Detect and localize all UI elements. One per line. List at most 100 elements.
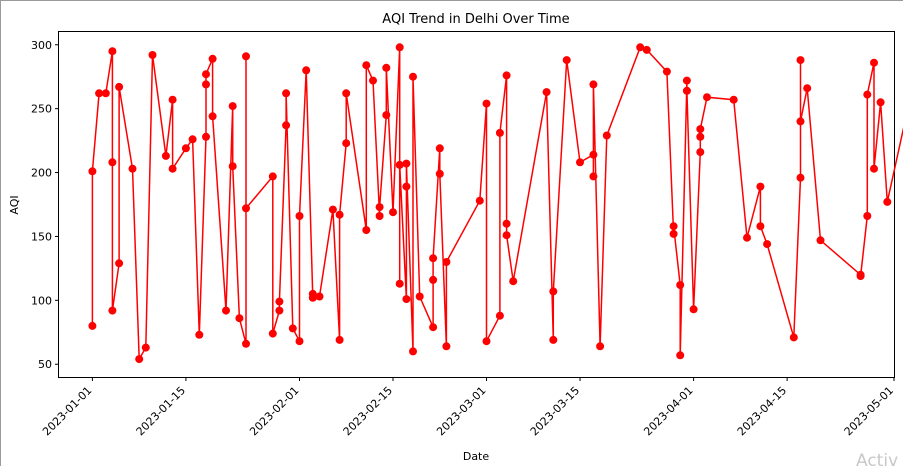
aqi-data-point [542,88,551,97]
aqi-data-point [495,128,504,137]
aqi-data-point [502,231,511,240]
aqi-data-point [442,342,451,351]
aqi-data-point [589,80,598,89]
aqi-data-point [703,93,711,102]
aqi-data-point [696,132,705,141]
aqi-data-point [208,54,217,63]
y-tick-label: 50 [38,358,52,371]
aqi-data-point [108,47,117,56]
aqi-data-point [549,287,558,296]
aqi-data-point [409,72,417,81]
aqi-data-point [242,339,250,348]
aqi-data-point [495,311,504,320]
aqi-data-point [402,295,411,304]
aqi-data-point [295,337,304,346]
aqi-data-point [242,204,250,213]
aqi-data-point [168,95,177,104]
aqi-data-point [475,196,484,205]
aqi-data-point [188,135,197,144]
aqi-data-point [288,324,297,333]
aqi-data-point [796,56,805,65]
aqi-data-point [502,219,511,228]
aqi-data-point [101,89,110,98]
aqi-data-point [275,297,284,306]
aqi-data-point [315,292,324,301]
aqi-data-point [682,86,691,95]
aqi-data-point [308,289,317,298]
aqi-data-point [382,63,391,72]
aqi-data-point [375,203,384,212]
aqi-data-point [589,150,598,159]
aqi-series-line [91,46,903,362]
aqi-data-point [816,236,825,245]
aqi-data-point [429,323,438,332]
x-tick-label: 2023-01-15 [134,384,188,438]
aqi-data-point [208,112,217,121]
aqi-data-point [282,121,291,130]
aqi-data-point [562,56,571,65]
aqi-data-point [876,98,885,107]
aqi-data-point [88,321,97,330]
aqi-data-point [369,76,377,85]
aqi-data-point [576,158,584,167]
aqi-data-point [756,182,765,191]
aqi-data-point [689,305,698,314]
x-tick-label: 2023-02-01 [247,384,301,438]
aqi-data-point [115,82,124,91]
aqi-data-point [502,71,511,80]
aqi-data-point [362,61,371,70]
plot-area-frame [58,31,895,378]
aqi-data-point [803,84,812,93]
activation-watermark: Activ [856,451,899,471]
aqi-data-point [395,160,404,169]
aqi-data-point [222,306,230,315]
aqi-data-point [282,89,291,98]
aqi-data-point [148,51,157,59]
aqi-data-point [202,80,210,89]
aqi-data-point [756,222,765,231]
x-tick-label: 2023-05-01 [842,384,896,438]
aqi-data-point [429,275,438,284]
x-tick-label: 2023-02-15 [341,384,395,438]
aqi-data-point [602,131,611,140]
aqi-data-point [863,90,872,99]
aqi-data-point [181,144,190,153]
aqi-data-point [435,169,444,178]
x-tick-label: 2023-04-01 [641,384,695,438]
aqi-data-point [696,148,705,157]
aqi-data-point [549,335,558,344]
aqi-data-point [375,212,384,220]
aqi-data-point [743,233,751,242]
aqi-data-point [95,89,104,98]
aqi-data-point [763,240,772,249]
aqi-data-point [235,314,244,323]
aqi-data-point [729,95,738,104]
aqi-data-point [662,67,671,76]
aqi-data-point [228,102,237,111]
aqi-data-point [789,333,798,342]
aqi-data-point [328,205,337,214]
y-tick-label: 150 [31,230,52,243]
aqi-data-point [108,158,117,167]
aqi-data-point [342,139,351,148]
aqi-data-point [596,342,605,351]
y-axis-label: AQI [8,195,21,214]
aqi-data-point [676,281,685,289]
aqi-data-point [268,172,277,181]
aqi-data-point [796,173,805,182]
aqi-data-point [402,182,411,191]
aqi-data-point [442,258,451,266]
series-layer [88,43,903,364]
aqi-data-point [115,259,124,268]
aqi-data-point [429,254,438,263]
aqi-data-point [676,351,685,360]
x-tick-label: 2023-03-15 [528,384,582,438]
aqi-data-point [870,58,878,67]
aqi-data-point [128,164,137,173]
x-tick-label: 2023-04-15 [735,384,789,438]
aqi-data-point [242,52,250,61]
aqi-data-point [88,167,97,176]
aqi-data-point [395,279,404,288]
